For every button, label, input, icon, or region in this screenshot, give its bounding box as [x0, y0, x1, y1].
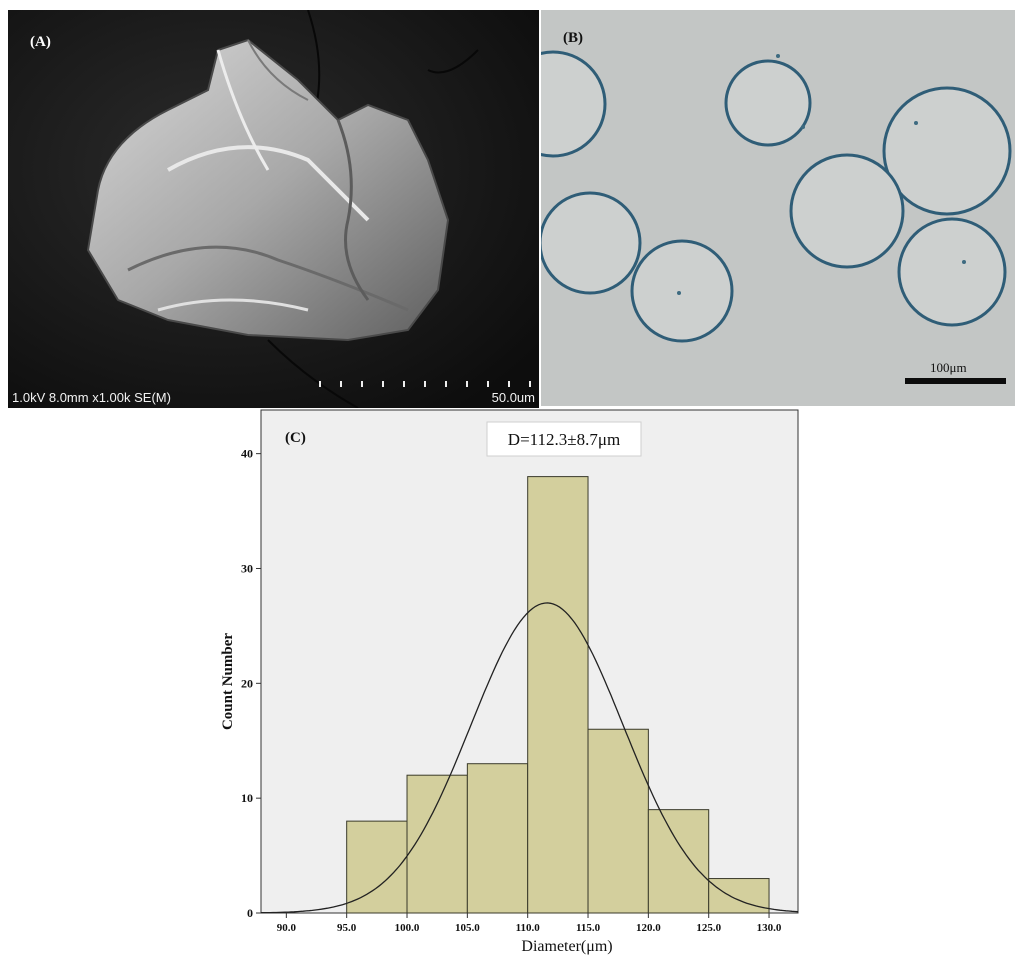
x-tick-label: 130.0 — [757, 922, 782, 934]
histogram-panel: D=112.3±8.7μm (C) 0 10 20 30 40 90.0 95.0 100.… — [0, 408, 1024, 960]
y-tick-label: 20 — [241, 676, 253, 690]
optical-microspheres-image — [541, 10, 1015, 406]
sem-scale-ticks — [319, 381, 533, 387]
x-axis-label: Diameter(μm) — [521, 938, 612, 955]
histogram-bar — [346, 820, 408, 914]
annotation-box — [486, 421, 642, 457]
histogram-bar — [587, 728, 649, 914]
histogram-bar — [466, 763, 529, 914]
sem-scale-label: 50.0um — [491, 390, 535, 405]
panel-label-c: (C) — [285, 430, 306, 446]
panel-label-b: (B) — [563, 30, 583, 46]
x-tick-label: 110.0 — [516, 922, 541, 934]
x-tick-label: 90.0 — [277, 922, 297, 934]
scale-bar-label: 100μm — [930, 360, 967, 375]
scale-bar — [905, 378, 1006, 384]
x-tick-label: 95.0 — [337, 922, 357, 934]
y-tick-label: 10 — [241, 791, 253, 805]
x-tick-label: 100.0 — [395, 922, 420, 934]
x-tick-label: 115.0 — [576, 922, 601, 934]
x-tick-label: 125.0 — [696, 922, 721, 934]
x-tick-label: 105.0 — [455, 922, 480, 934]
sem-info-text: 1.0kV 8.0mm x1.00k SE(M) — [12, 390, 171, 405]
annotation-text: D=112.3±8.7μm — [508, 430, 620, 449]
diameter-histogram: D=112.3±8.7μm (C) 0 10 20 30 40 90.0 95.0 100.… — [220, 409, 799, 955]
y-tick-label: 0 — [247, 906, 253, 920]
histogram-bar — [708, 878, 770, 914]
sem-image-panel: (A) 1.0kV 8.0mm x1.00k SE(M) 50.0um — [8, 10, 539, 408]
optical-image-panel: (B) 100μm — [541, 10, 1015, 406]
x-tick-label: 120.0 — [636, 922, 661, 934]
histogram-bar — [527, 476, 589, 914]
sem-particle-image — [8, 10, 539, 408]
y-tick-label: 40 — [241, 447, 253, 461]
normal-fit-curve — [261, 602, 799, 914]
panel-label-a: (A) — [30, 34, 51, 50]
y-tick-label: 30 — [241, 561, 253, 575]
y-axis-label: Count Number — [220, 633, 236, 730]
histogram-bar — [647, 809, 710, 914]
histogram-bar — [406, 774, 468, 914]
